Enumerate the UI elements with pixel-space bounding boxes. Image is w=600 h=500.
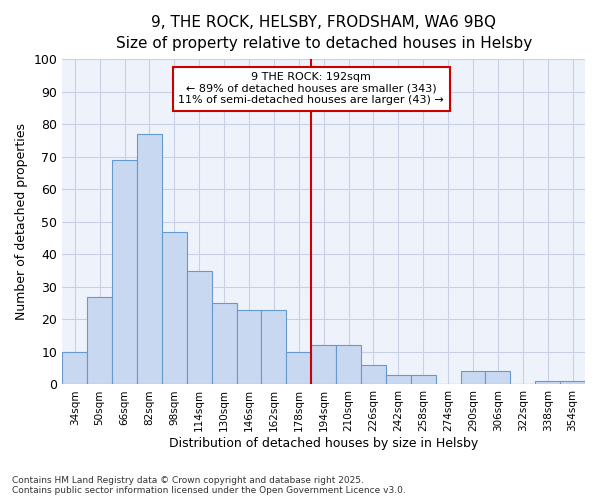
Bar	[212, 303, 236, 384]
Bar	[336, 346, 361, 385]
Bar	[535, 381, 560, 384]
Text: 9 THE ROCK: 192sqm
← 89% of detached houses are smaller (343)
11% of semi-detach: 9 THE ROCK: 192sqm ← 89% of detached hou…	[178, 72, 444, 106]
Bar	[62, 352, 87, 384]
Bar	[560, 381, 585, 384]
Bar	[311, 346, 336, 385]
Bar	[286, 352, 311, 384]
Bar	[361, 365, 386, 384]
X-axis label: Distribution of detached houses by size in Helsby: Distribution of detached houses by size …	[169, 437, 478, 450]
Bar	[485, 372, 511, 384]
Bar	[236, 310, 262, 384]
Bar	[112, 160, 137, 384]
Bar	[187, 270, 212, 384]
Title: 9, THE ROCK, HELSBY, FRODSHAM, WA6 9BQ
Size of property relative to detached hou: 9, THE ROCK, HELSBY, FRODSHAM, WA6 9BQ S…	[116, 15, 532, 51]
Text: Contains HM Land Registry data © Crown copyright and database right 2025.
Contai: Contains HM Land Registry data © Crown c…	[12, 476, 406, 495]
Bar	[411, 374, 436, 384]
Bar	[262, 310, 286, 384]
Y-axis label: Number of detached properties: Number of detached properties	[15, 124, 28, 320]
Bar	[137, 134, 162, 384]
Bar	[87, 296, 112, 384]
Bar	[461, 372, 485, 384]
Bar	[162, 232, 187, 384]
Bar	[386, 374, 411, 384]
